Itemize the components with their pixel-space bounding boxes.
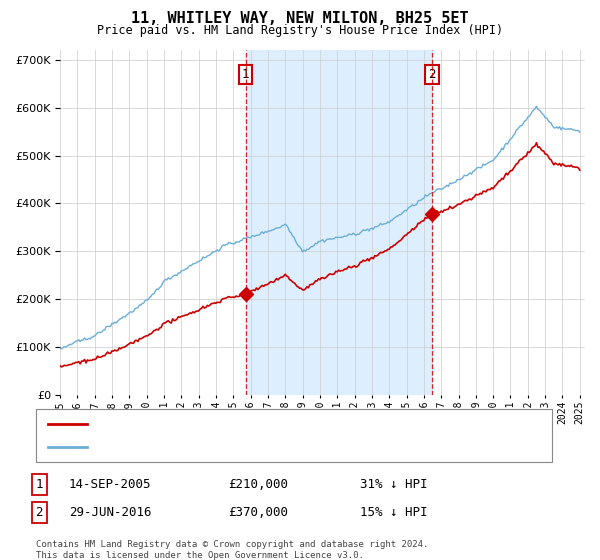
Text: £210,000: £210,000 [228, 478, 288, 491]
Text: 29-JUN-2016: 29-JUN-2016 [69, 506, 151, 519]
Text: £370,000: £370,000 [228, 506, 288, 519]
Text: 31% ↓ HPI: 31% ↓ HPI [360, 478, 427, 491]
Text: 2: 2 [35, 506, 43, 519]
Text: Price paid vs. HM Land Registry's House Price Index (HPI): Price paid vs. HM Land Registry's House … [97, 24, 503, 36]
Text: 1: 1 [242, 68, 249, 81]
Text: 1: 1 [35, 478, 43, 491]
Text: Contains HM Land Registry data © Crown copyright and database right 2024.
This d: Contains HM Land Registry data © Crown c… [36, 540, 428, 560]
Text: 15% ↓ HPI: 15% ↓ HPI [360, 506, 427, 519]
Bar [245, 50, 432, 395]
Text: 11, WHITLEY WAY, NEW MILTON, BH25 5ET (detached house): 11, WHITLEY WAY, NEW MILTON, BH25 5ET (d… [93, 419, 431, 429]
Text: 14-SEP-2005: 14-SEP-2005 [69, 478, 151, 491]
Text: HPI: Average price, detached house, New Forest: HPI: Average price, detached house, New … [93, 442, 380, 452]
Text: 11, WHITLEY WAY, NEW MILTON, BH25 5ET: 11, WHITLEY WAY, NEW MILTON, BH25 5ET [131, 11, 469, 26]
Text: 2: 2 [428, 68, 436, 81]
